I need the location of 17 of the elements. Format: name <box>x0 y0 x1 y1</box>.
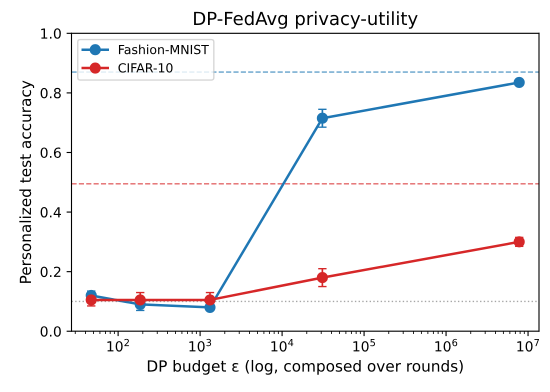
x-tick-label: 10$^{7}$ <box>517 339 539 352</box>
x-tick-label: 10$^{5}$ <box>353 339 375 352</box>
x-tick-label: 10$^{4}$ <box>271 339 294 352</box>
y-tick-label: 0.6 <box>40 147 61 158</box>
y-tick-label: 0.2 <box>40 266 60 278</box>
y-tick-label: 0.8 <box>40 88 61 98</box>
x-tick-label: 10$^{6}$ <box>435 338 458 352</box>
legend-label: CIFAR-10 <box>118 63 173 73</box>
x-axis-title: DP budget ε (log, composed over rounds) <box>148 360 463 375</box>
chart-title: DP-FedAvg privacy-utility <box>194 11 418 29</box>
y-tick-label: 0.0 <box>40 326 61 337</box>
legend-label: Fashion-MNIST <box>118 44 209 54</box>
x-tick-label: 10$^{3}$ <box>189 338 212 352</box>
y-tick-label: 0.4 <box>40 207 61 218</box>
y-tick-label: 1.0 <box>41 28 61 39</box>
x-tick-label: 10$^{2}$ <box>107 338 129 352</box>
y-axis-title: Personalized test accuracy <box>19 80 34 283</box>
